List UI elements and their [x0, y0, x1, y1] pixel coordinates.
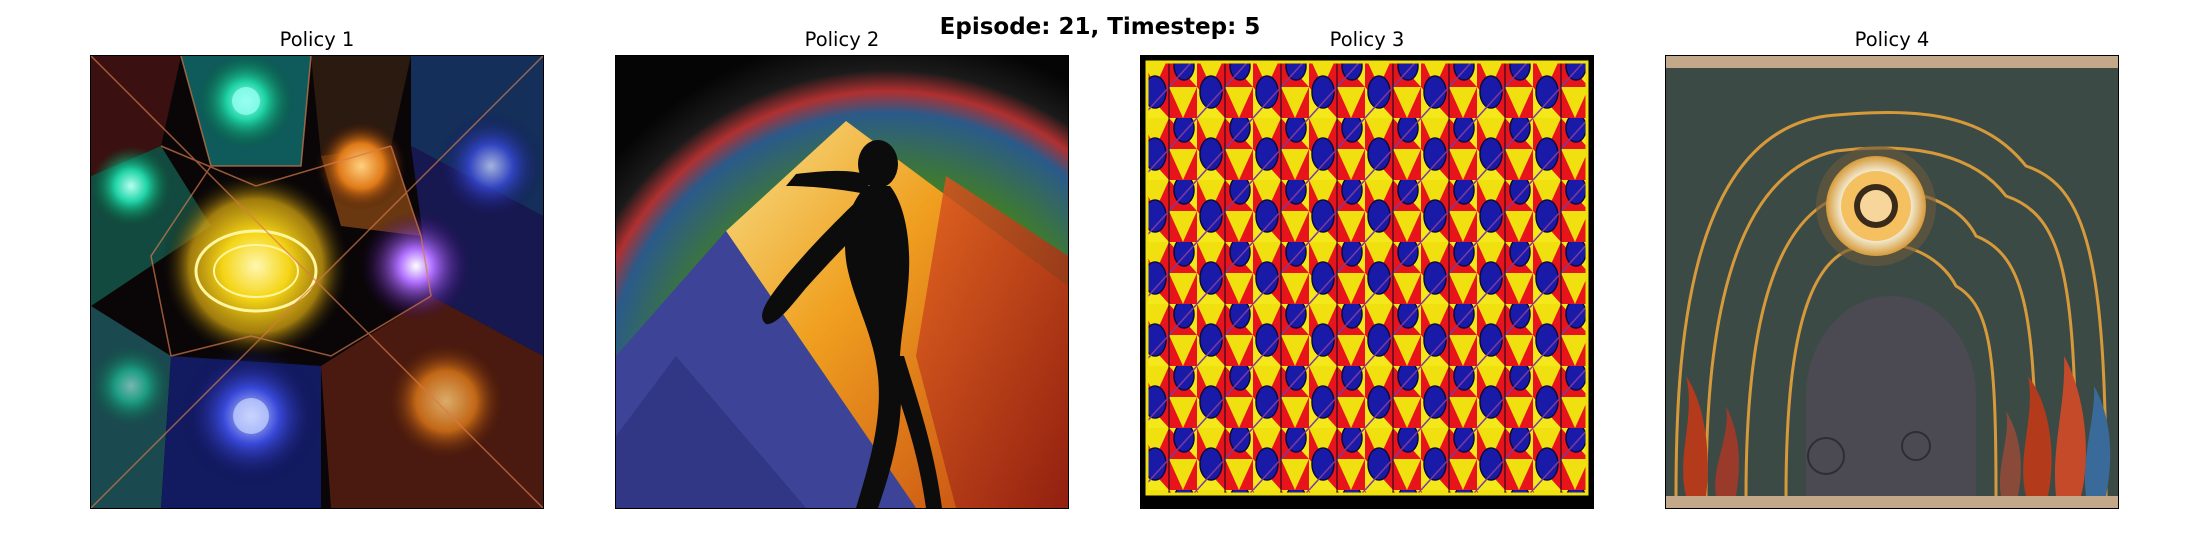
panel-title: Policy 4: [1854, 28, 1930, 51]
policy-image-3: [1140, 55, 1594, 509]
pattern-image: [1141, 56, 1593, 508]
panel-title: Policy 2: [804, 28, 880, 51]
mural-image: [1666, 56, 2118, 508]
policy-image-2: [615, 55, 1069, 509]
flame-figures: [1683, 356, 2111, 496]
policy-panel-3: Policy 3: [1140, 27, 1594, 509]
policy-panel-1: Policy 1: [90, 27, 544, 509]
dancer-silhouette: [762, 140, 942, 508]
panel-title: Policy 1: [279, 28, 355, 51]
silhouette-image: [616, 56, 1068, 508]
glowing-mandala-image: [91, 56, 543, 508]
panel-title: Policy 3: [1329, 28, 1405, 51]
policy-panel-2: Policy 2: [615, 27, 1069, 509]
policy-panel-4: Policy 4: [1665, 27, 2119, 509]
figure-title: Episode: 21, Timestep: 5: [939, 14, 1261, 40]
policy-image-4: [1665, 55, 2119, 509]
policy-image-1: [90, 55, 544, 509]
